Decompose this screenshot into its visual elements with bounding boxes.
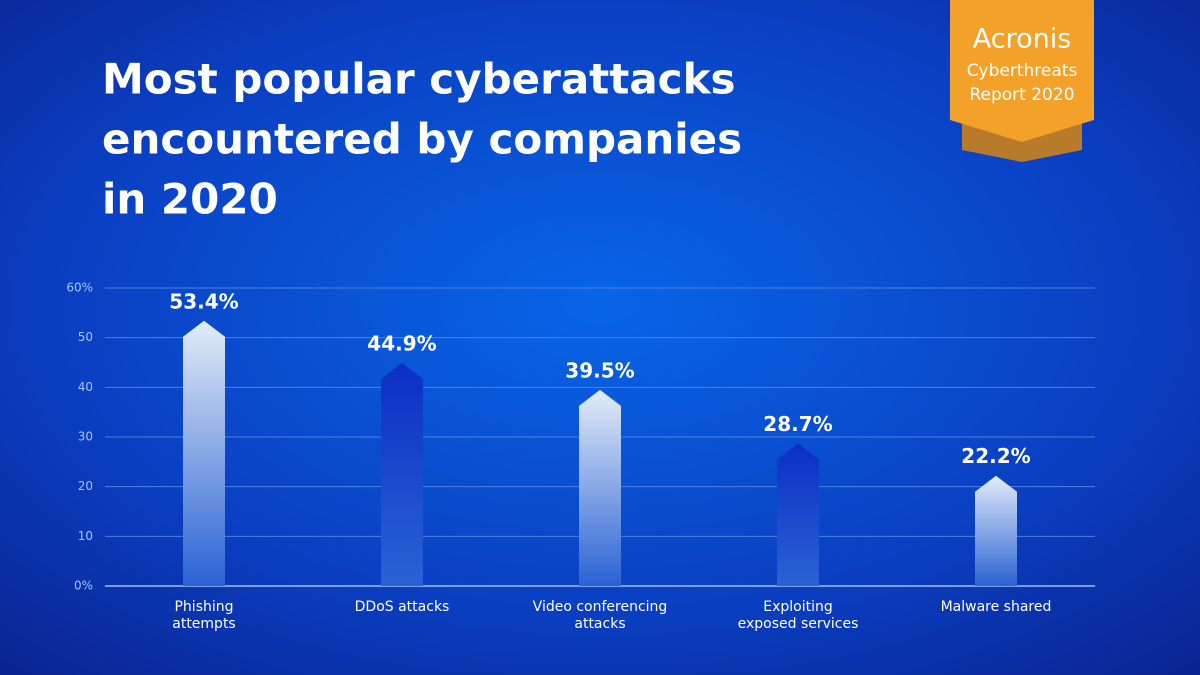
x-tick-label: exposed services (738, 616, 859, 632)
badge: Acronis Cyberthreats Report 2020 (950, 0, 1094, 162)
y-tick-label: 10 (78, 529, 93, 543)
x-tick-label: attempts (172, 616, 235, 632)
x-tick-label: Video conferencing (533, 599, 668, 615)
value-label: 39.5% (565, 358, 634, 382)
y-tick-label: 30 (78, 430, 93, 444)
value-label: 28.7% (763, 412, 832, 436)
value-label: 22.2% (961, 444, 1030, 468)
y-tick-label: 50 (78, 330, 93, 344)
y-tick-label: 20 (78, 479, 93, 493)
x-tick-label: Malware shared (941, 599, 1052, 615)
badge-text: Report 2020 (969, 85, 1074, 105)
x-tick-label: attacks (574, 616, 625, 632)
badge-brand: Acronis (973, 24, 1072, 55)
chart-title: encountered by companies (102, 115, 742, 164)
bar (777, 443, 819, 586)
value-label: 44.9% (367, 331, 436, 355)
y-tick-label: 60% (66, 281, 93, 295)
badge-ribbon (950, 0, 1094, 142)
chart-title: in 2020 (102, 175, 278, 224)
value-label: 53.4% (169, 289, 238, 313)
bar (975, 475, 1017, 586)
chart-title: Most popular cyberattacks (102, 55, 736, 104)
x-tick-label: DDoS attacks (355, 599, 450, 615)
x-tick-label: Phishing (174, 599, 233, 615)
x-tick-label: Exploiting (763, 599, 833, 615)
y-tick-label: 40 (78, 380, 93, 394)
bar (579, 389, 621, 586)
badge-text: Cyberthreats (967, 61, 1078, 81)
bar (381, 362, 423, 586)
bar (183, 320, 225, 586)
y-tick-label: 0% (74, 579, 93, 593)
